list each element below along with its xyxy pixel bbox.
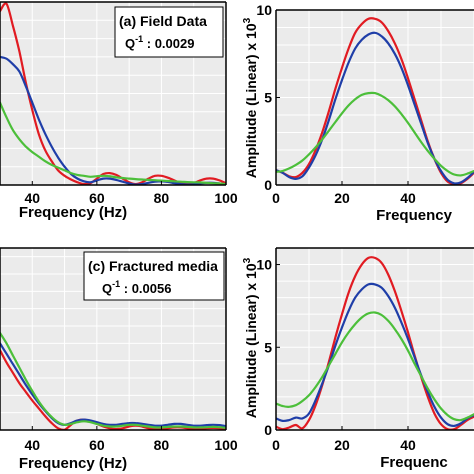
x-tick-label: 40	[24, 437, 40, 453]
panel-top-left: 40 60 80 100 Frequency (Hz) (a) Field Data Q-1…	[0, 1, 238, 221]
annotation-title: (a) Field Data	[119, 13, 207, 29]
y-tick-label: 5	[264, 90, 272, 106]
annotation-q-value: Q-1 : 0.0056	[102, 279, 171, 296]
panel-bottom-left: 40 60 80 100 Frequency (Hz) (c) Fractured med…	[0, 247, 238, 472]
y-axis-label-main: Amplitude (Linear) x 10	[243, 263, 259, 418]
x-tick-label: 40	[400, 190, 416, 206]
x-tick-label: 100	[214, 437, 238, 453]
y-tick-label: 10	[256, 2, 272, 18]
y-axis-label-exponent: 3	[242, 17, 253, 23]
y-tick-label: 0	[264, 177, 272, 193]
x-axis-label: Frequency (Hz)	[19, 204, 127, 221]
x-axis-label: Frequenc	[380, 454, 448, 471]
x-axis-label: Frequency (Hz)	[19, 455, 127, 472]
series-line-red	[276, 256, 474, 430]
x-tick-label: 100	[214, 190, 238, 206]
x-axis-label: Frequency	[376, 207, 453, 224]
y-tick-label: 10	[256, 257, 272, 273]
annotation-box	[83, 251, 225, 301]
y-axis-label-main: Amplitude (Linear) x 10	[243, 23, 259, 178]
series-line-green	[0, 101, 226, 185]
y-tick-label: 5	[264, 339, 272, 355]
x-tick-label: 60	[89, 190, 105, 206]
annotation-box	[114, 6, 224, 58]
series-line-green	[276, 91, 474, 177]
series-line-red	[0, 349, 226, 430]
y-axis-label: Amplitude (Linear) x 103	[242, 257, 259, 418]
annotation-q-value: Q-1 : 0.0029	[125, 34, 194, 51]
series-line-blue	[276, 31, 474, 185]
y-axis-label: Amplitude (Linear) x 103	[242, 17, 259, 178]
x-tick-label: 80	[154, 437, 170, 453]
series-line-green	[276, 311, 474, 422]
y-axis-label-exponent: 3	[242, 257, 253, 263]
grid	[276, 10, 474, 185]
y-tick-label: 0	[264, 422, 272, 438]
x-tick-label: 20	[334, 437, 350, 453]
x-tick-label: 0	[272, 190, 280, 206]
x-tick-label: 20	[334, 190, 350, 206]
x-tick-label: 0	[272, 437, 280, 453]
series-line-green	[0, 331, 226, 429]
x-tick-label: 60	[89, 437, 105, 453]
x-tick-label: 40	[400, 437, 416, 453]
series-line-blue	[276, 282, 474, 428]
annotation-title: (c) Fractured media	[88, 258, 218, 274]
x-tick-label: 40	[24, 190, 40, 206]
x-tick-label: 80	[154, 190, 170, 206]
panel-top-right: 0 20 40 0 5 10 Frequency Amplitude (Linear) x 1…	[242, 2, 474, 224]
panel-bottom-right: 0 20 40 0 5 10 Frequenc Amplitude (Linear) x 10…	[242, 247, 474, 471]
